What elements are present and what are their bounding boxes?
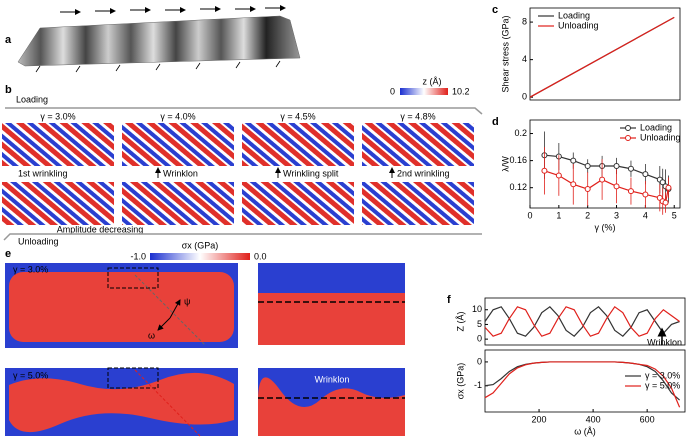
- marker: [555, 172, 562, 179]
- x-tick-label: 5: [672, 210, 677, 220]
- strain-label: γ = 3.0%: [13, 264, 48, 274]
- x-axis-label: ω (Å): [574, 426, 596, 436]
- marker: [642, 191, 649, 198]
- marker: [541, 167, 548, 174]
- annotation: 2nd wrinkling: [397, 168, 450, 178]
- legend-label: Unloading: [558, 20, 599, 30]
- wrinkle-maps: [2, 123, 474, 225]
- marker: [584, 186, 591, 193]
- series-line: [544, 154, 669, 190]
- annotation: Wrinklon: [647, 337, 682, 347]
- strain-label: γ = 5.0%: [13, 370, 48, 380]
- colorbar-tick: 10.2: [452, 86, 470, 96]
- panel-label: f: [447, 294, 451, 306]
- annotation: Wrinklon: [315, 374, 350, 384]
- marker: [627, 188, 634, 195]
- marker: [613, 163, 620, 170]
- x-tick-label: 0: [527, 210, 532, 220]
- marker: [665, 184, 672, 191]
- x-axis-label: γ (%): [595, 222, 616, 232]
- marker: [599, 176, 606, 183]
- colorbar-tick: 0.0: [254, 251, 267, 261]
- surface: [17, 5, 301, 73]
- legend-label: γ = 3.0%: [645, 370, 680, 380]
- unloading-arrow: [3, 233, 482, 241]
- y-tick-label: 0: [477, 334, 482, 344]
- annotation: Amplitude decreasing: [57, 224, 144, 234]
- legend-label: γ = 5.0%: [645, 380, 680, 390]
- y-tick-label: 4: [522, 54, 527, 64]
- annotation: Wrinklon: [163, 168, 198, 178]
- x-tick-label: 600: [640, 414, 655, 424]
- y-tick-label: 0: [477, 356, 482, 366]
- y-axis-label: Z (Å): [455, 312, 465, 332]
- panel-label: b: [5, 84, 12, 96]
- plot-frame: [529, 7, 681, 101]
- colorbar: [150, 253, 250, 260]
- y-tick-label: -1: [474, 380, 482, 390]
- y-axis-label: σx (GPa): [455, 363, 465, 400]
- marker: [570, 157, 577, 164]
- annotation: 1st wrinkling: [18, 168, 68, 178]
- loading-label: Loading: [16, 94, 48, 104]
- x-tick-label: 1: [556, 210, 561, 220]
- marker: [570, 181, 577, 188]
- x-tick-label: 4: [643, 210, 648, 220]
- y-tick-label: 0.16: [509, 155, 527, 165]
- strain-label: γ = 4.8%: [400, 111, 435, 121]
- marker: [627, 165, 634, 172]
- colorbar: [400, 88, 448, 95]
- plot-frame: [484, 349, 686, 413]
- y-axis-label: λ/W: [500, 156, 510, 172]
- y-tick-label: 0: [522, 92, 527, 102]
- series-line: [484, 306, 680, 337]
- colorbar-tick: -1.0: [130, 251, 146, 261]
- plot-frame: [529, 119, 681, 209]
- series-line: [529, 16, 675, 98]
- panel-label: a: [5, 34, 12, 46]
- legend-label: Loading: [558, 10, 590, 20]
- axis-symbol: ψ: [184, 296, 190, 306]
- legend-label: Loading: [640, 122, 672, 132]
- x-tick-label: 200: [532, 414, 547, 424]
- stress-maps: [5, 263, 405, 437]
- loading-arrow: [5, 107, 483, 115]
- x-tick-label: 2: [585, 210, 590, 220]
- colorbar-tick: 0: [390, 86, 395, 96]
- panel-label: d: [492, 116, 499, 128]
- y-tick-label: 0.12: [509, 182, 527, 192]
- y-tick-label: 5: [477, 319, 482, 329]
- marker: [642, 171, 649, 178]
- strain-label: γ = 4.0%: [160, 111, 195, 121]
- strain-label: γ = 3.0%: [40, 111, 75, 121]
- y-tick-label: 8: [522, 16, 527, 26]
- series-line: [484, 305, 680, 337]
- y-axis-label: Shear stress (GPa): [500, 15, 510, 92]
- y-tick-label: 10: [472, 304, 482, 314]
- panel-label: e: [5, 248, 11, 260]
- axis-symbol: ω: [148, 330, 155, 340]
- colorbar-label: σx (GPa): [182, 240, 219, 250]
- marker: [613, 183, 620, 190]
- series-line: [484, 361, 681, 408]
- legend-marker: [625, 125, 631, 131]
- legend-marker: [625, 135, 631, 141]
- y-tick-label: 0.2: [514, 128, 527, 138]
- x-tick-label: 400: [586, 414, 601, 424]
- panel-label: c: [492, 4, 498, 16]
- marker: [662, 199, 669, 206]
- legend-label: Unloading: [640, 132, 681, 142]
- x-tick-label: 3: [614, 210, 619, 220]
- colorbar-label: z (Å): [423, 76, 442, 86]
- marker: [584, 163, 591, 170]
- strain-label: γ = 4.5%: [280, 111, 315, 121]
- unloading-label: Unloading: [18, 236, 59, 246]
- annotation: Wrinkling split: [283, 168, 339, 178]
